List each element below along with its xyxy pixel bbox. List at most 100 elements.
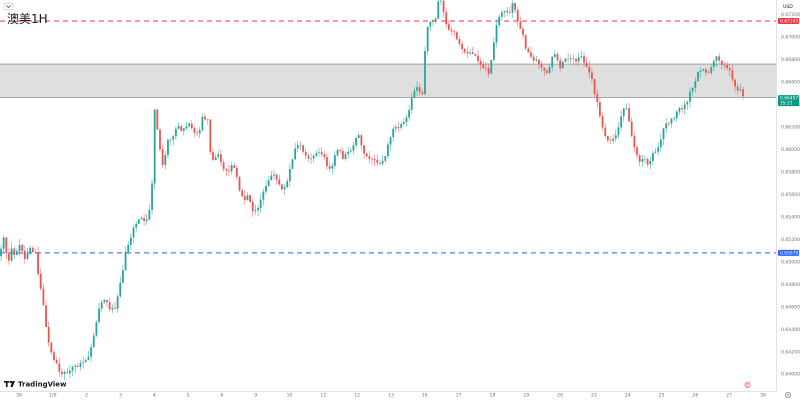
candle-body [26,253,29,259]
candle-body [249,195,251,202]
candle [506,7,509,17]
candle [180,124,183,132]
candle [267,176,270,187]
resistance-price-tag[interactable]: 0.67143 [778,18,799,25]
price-zone[interactable] [0,64,776,98]
candle-body [553,54,556,57]
tradingview-logo-icon [4,380,15,387]
candle-body [569,58,572,60]
candle-body [498,16,501,26]
candle-body [100,302,103,309]
candle-body [384,156,387,161]
candle [37,246,39,277]
candle-body [209,119,212,152]
candle-body [665,123,668,129]
candle [649,156,652,170]
candle-body [471,52,474,55]
candle [249,194,251,203]
candle [278,174,281,187]
candle [262,188,265,206]
candle-body [137,219,140,224]
candle [307,152,310,162]
candle-body [646,158,649,165]
candle-body [424,51,426,95]
candle-body [53,352,55,361]
candle-body [548,67,551,73]
y-tick-label: 0.64600 [781,304,800,310]
candle [516,6,519,27]
candle [445,8,448,29]
candle-body [625,108,628,109]
candle [151,178,153,216]
candle-body [23,250,26,259]
candle [217,150,220,160]
support-price-tag[interactable]: 0.65079 [778,249,799,256]
candle-body [394,126,397,129]
candle [190,119,193,130]
candle [408,104,410,122]
level-layer [0,20,776,254]
candle [63,370,66,380]
candle-body [469,52,471,54]
candle-body [418,87,421,93]
candle-body [527,48,530,53]
candle [148,204,151,221]
candle [291,158,294,170]
candle-body [699,70,702,72]
candle [379,159,381,166]
candle-body [161,149,164,165]
candle [270,170,273,181]
x-tick-label: 25 [659,393,665,399]
candle-body [540,64,543,68]
y-tick-label: 0.67000 [781,35,800,41]
candle [463,47,466,55]
candle [69,365,71,379]
candle [606,135,609,143]
candle-body [675,111,678,119]
candle-body [167,139,169,156]
event-marker-icon[interactable]: E [744,382,751,388]
candle-body [84,359,87,362]
candle-body [739,89,742,91]
x-tick-label: 10 [287,393,293,399]
candle-body [196,132,198,134]
candle [683,100,686,115]
candle-body [206,119,209,120]
candle-body [331,165,334,169]
candle [222,159,225,172]
candle [169,138,172,146]
candle [440,0,442,6]
candle-body [177,126,180,129]
candle [95,320,98,337]
candle-body [119,282,122,297]
gear-icon[interactable] [785,391,792,398]
candle [437,0,440,20]
candle-body [37,252,39,274]
candle [2,235,5,253]
currency-label[interactable]: USD [783,4,793,10]
candle-body [644,158,646,160]
candle [527,47,530,53]
candle [132,224,135,244]
candle-body [204,116,206,120]
candle [514,2,516,14]
candle-body [705,69,707,73]
candle [352,141,355,156]
candle-body [487,68,490,74]
candle [235,165,238,181]
candle [286,178,289,189]
candle [630,117,633,138]
candle-body [220,154,222,163]
candle-body [2,237,5,249]
candle [175,126,177,140]
candle [82,355,85,369]
candle-body [159,129,161,150]
y-tick-label: 0.65200 [781,237,800,243]
candle [572,54,575,65]
candle-body [188,123,191,127]
menu-button[interactable] [3,3,14,10]
candle-body [29,247,32,254]
candle-body [334,155,336,166]
